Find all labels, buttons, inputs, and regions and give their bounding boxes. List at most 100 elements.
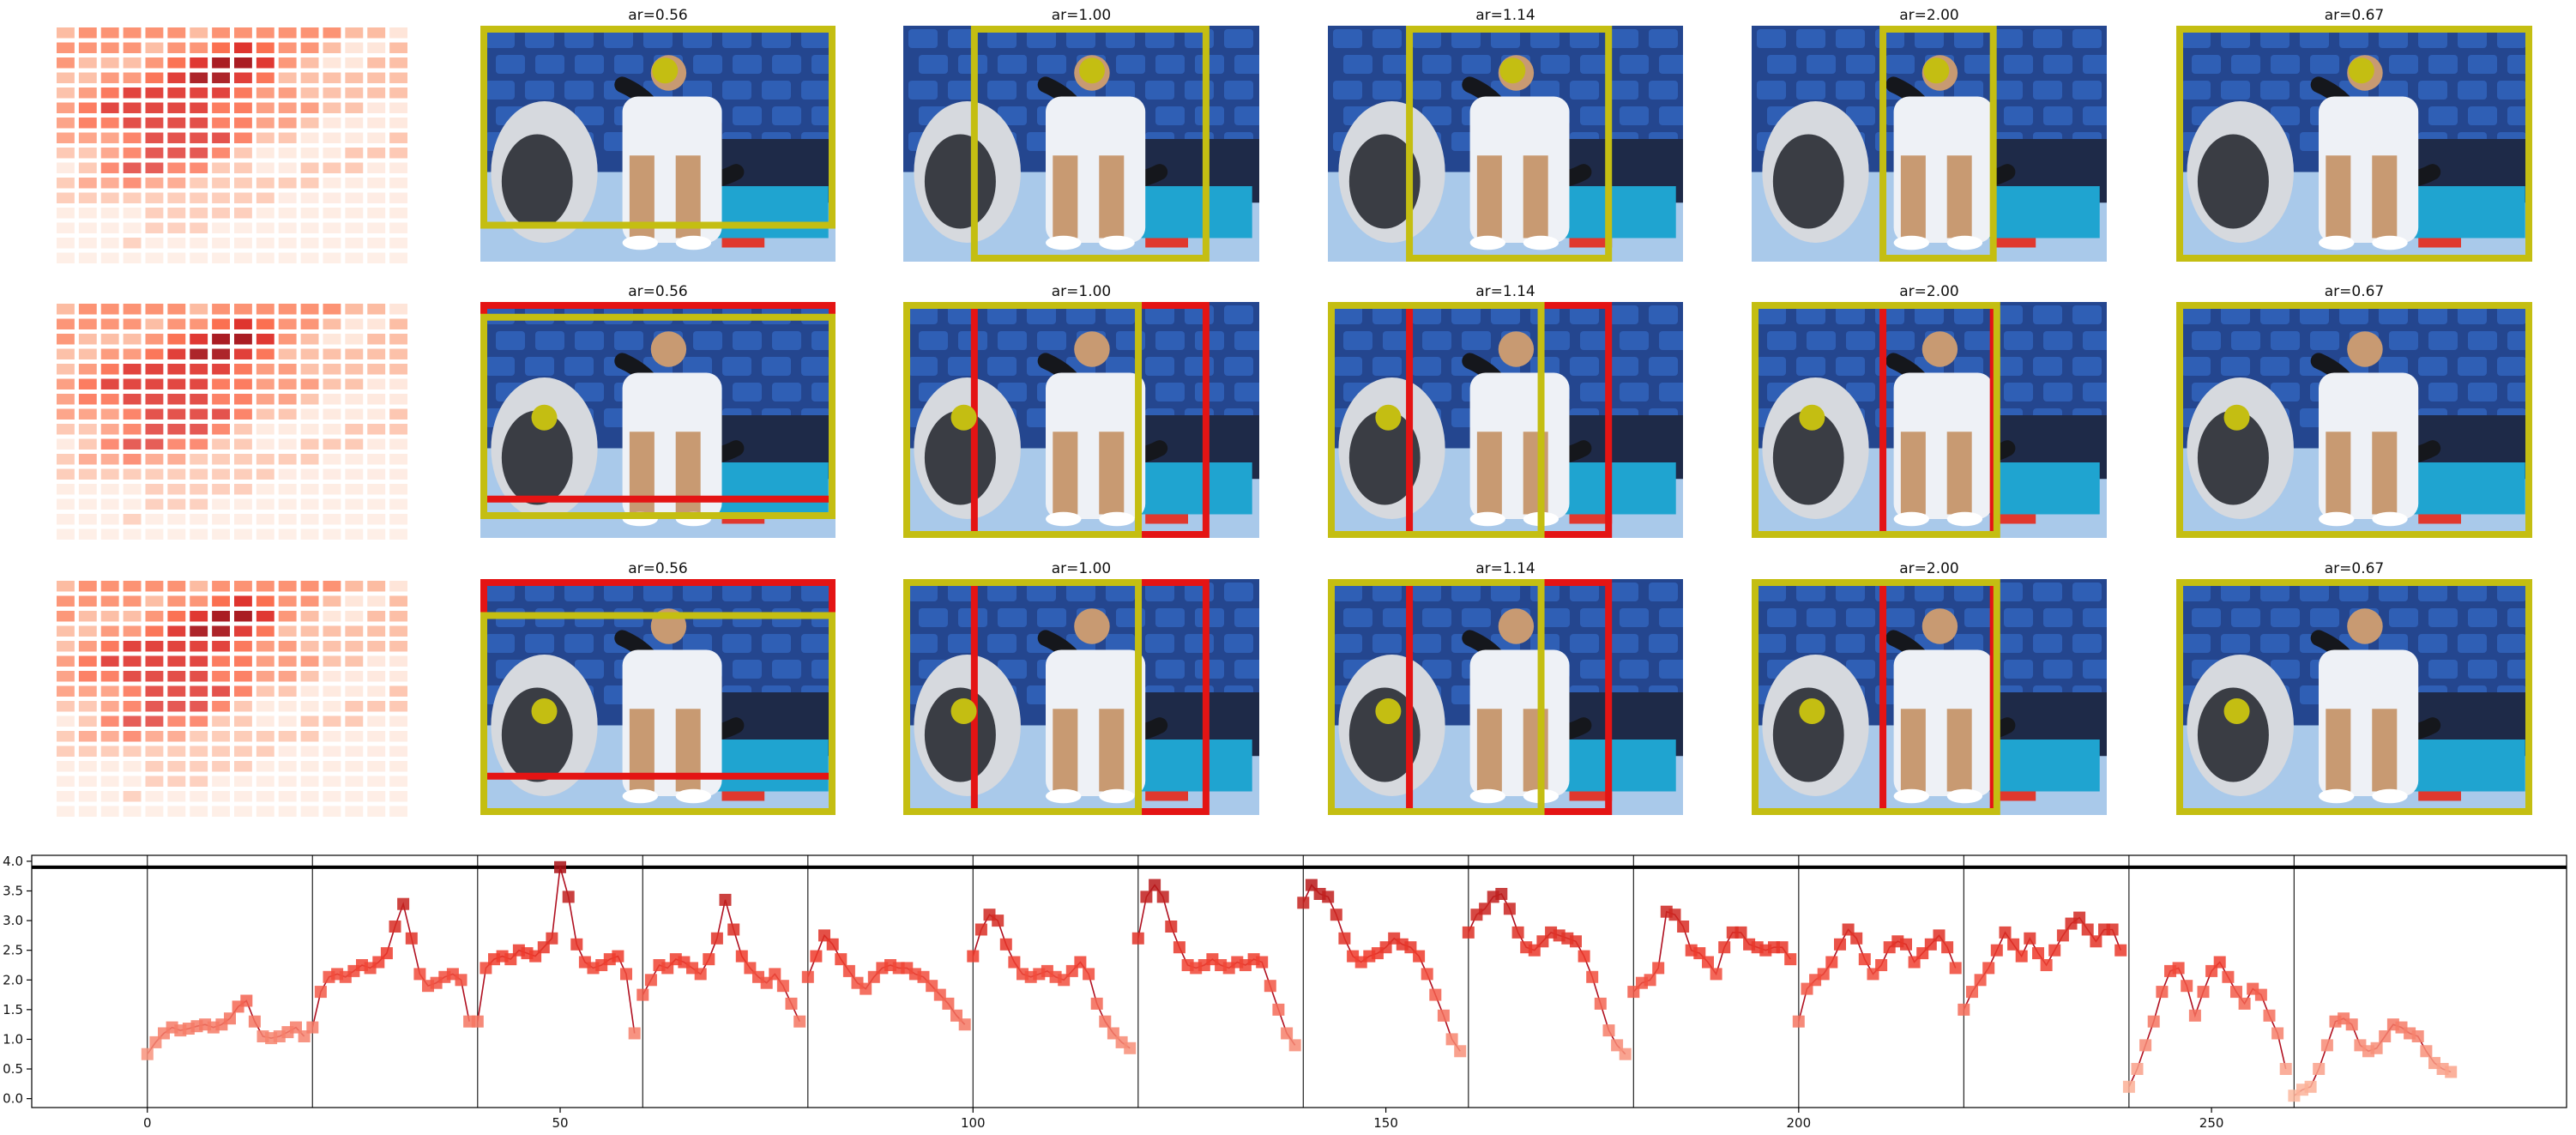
heatmap-cell [345,671,364,682]
heatmap-cell [256,378,274,389]
stadium-seat [2418,305,2447,324]
heatmap-cell [100,655,119,667]
stadium-seat [2310,55,2339,74]
heatmap-cell [78,378,97,389]
heatmap-cell [234,528,252,540]
player-head [2347,608,2383,644]
heatmap-cell [367,625,386,637]
stadium-seat [683,634,712,653]
heatmap-2 [57,304,407,540]
stadium-seat [1037,331,1066,350]
stadium-seat [2221,29,2250,48]
heatmap-cell [212,611,230,622]
heatmap-cell [300,424,319,435]
heatmap-cell [190,641,208,652]
shoe [1946,235,1983,251]
heatmap-cell [123,222,142,233]
heatmap-cell [256,57,274,69]
yellow-box [2176,579,2532,815]
heatmap-cell [100,238,119,249]
heatmap-cell [212,394,230,405]
heatmap-cell [57,671,75,682]
data-point [835,953,848,966]
stadium-seat [1155,55,1185,74]
stadium-seat [486,357,515,376]
heatmap-cell [300,132,319,143]
heatmap-cell [190,595,208,607]
heatmap-cell [345,484,364,495]
photo-panel [1752,302,2107,538]
heatmap-cell [190,364,208,375]
data-point [2313,1063,2326,1075]
heatmap-cell [389,611,407,622]
heatmap-cell [145,514,164,525]
heatmap-cell [100,378,119,389]
heatmap-cell [389,514,407,525]
heatmap-cell [345,595,364,607]
stadium-seat [1422,106,1451,125]
heatmap-cell [300,514,319,525]
shoe [675,235,712,251]
heatmap-cell [190,685,208,697]
stadium-seat [1757,305,1786,324]
heatmap-cell [190,655,208,667]
heatmap-cell [167,484,186,495]
heatmap-cell [190,162,208,173]
heatmap-cell [57,348,75,359]
heatmap-cell [145,641,164,652]
heatmap-cell [123,208,142,219]
heatmap-cell [212,334,230,345]
data-point [1281,1027,1294,1040]
data-point [1817,968,1830,981]
heatmap-cell [300,468,319,480]
heatmap-cell [190,438,208,450]
heatmap-cell [323,348,341,359]
heatmap-cell [123,701,142,712]
heatmap-cell [278,57,297,69]
stadium-seat [1185,634,1214,653]
heatmap-cell [78,701,97,712]
heatmap-cell [256,438,274,450]
heatmap-cell [78,394,97,405]
stadium-seat [2043,660,2072,679]
heatmap-cell [323,685,341,697]
heatmap-cell [123,88,142,99]
stadium-seat [1796,81,1825,100]
heatmap-cell [278,498,297,510]
yellow-point [950,698,977,724]
heatmap-cell [367,595,386,607]
stadium-seat [1620,106,1649,125]
yellow-point [1799,404,1825,431]
heatmap-cell [323,118,341,129]
heatmap-cell [145,364,164,375]
stadium-seat [1224,357,1253,376]
red-cloth [2418,514,2461,524]
heatmap-cell [57,118,75,129]
heatmap-cell [190,611,208,622]
heatmap-cell [145,238,164,249]
tennis-photo [2176,579,2532,815]
heatmap-cell [300,57,319,69]
stadium-seat [2339,29,2368,48]
leg-right [2372,155,2398,238]
heatmap-cell [145,611,164,622]
heatmap-cell [367,731,386,742]
heatmap-cell [100,192,119,203]
data-point [999,938,1012,951]
heatmap-cell [345,252,364,263]
heatmap-cell [167,641,186,652]
heatmap-cell [190,454,208,465]
data-point [248,1015,261,1028]
heatmap-cell [345,148,364,159]
heatmap-cell [57,408,75,420]
data-point [2114,944,2127,957]
stadium-seat [2260,634,2289,653]
heatmap-cell [167,192,186,203]
shoe [675,788,712,804]
stadium-seat [733,106,762,125]
heatmap-cell [345,791,364,802]
heatmap-cell [300,364,319,375]
stadium-seat [801,29,830,48]
stadium-seat [1885,331,1915,350]
heatmap-cell [367,364,386,375]
